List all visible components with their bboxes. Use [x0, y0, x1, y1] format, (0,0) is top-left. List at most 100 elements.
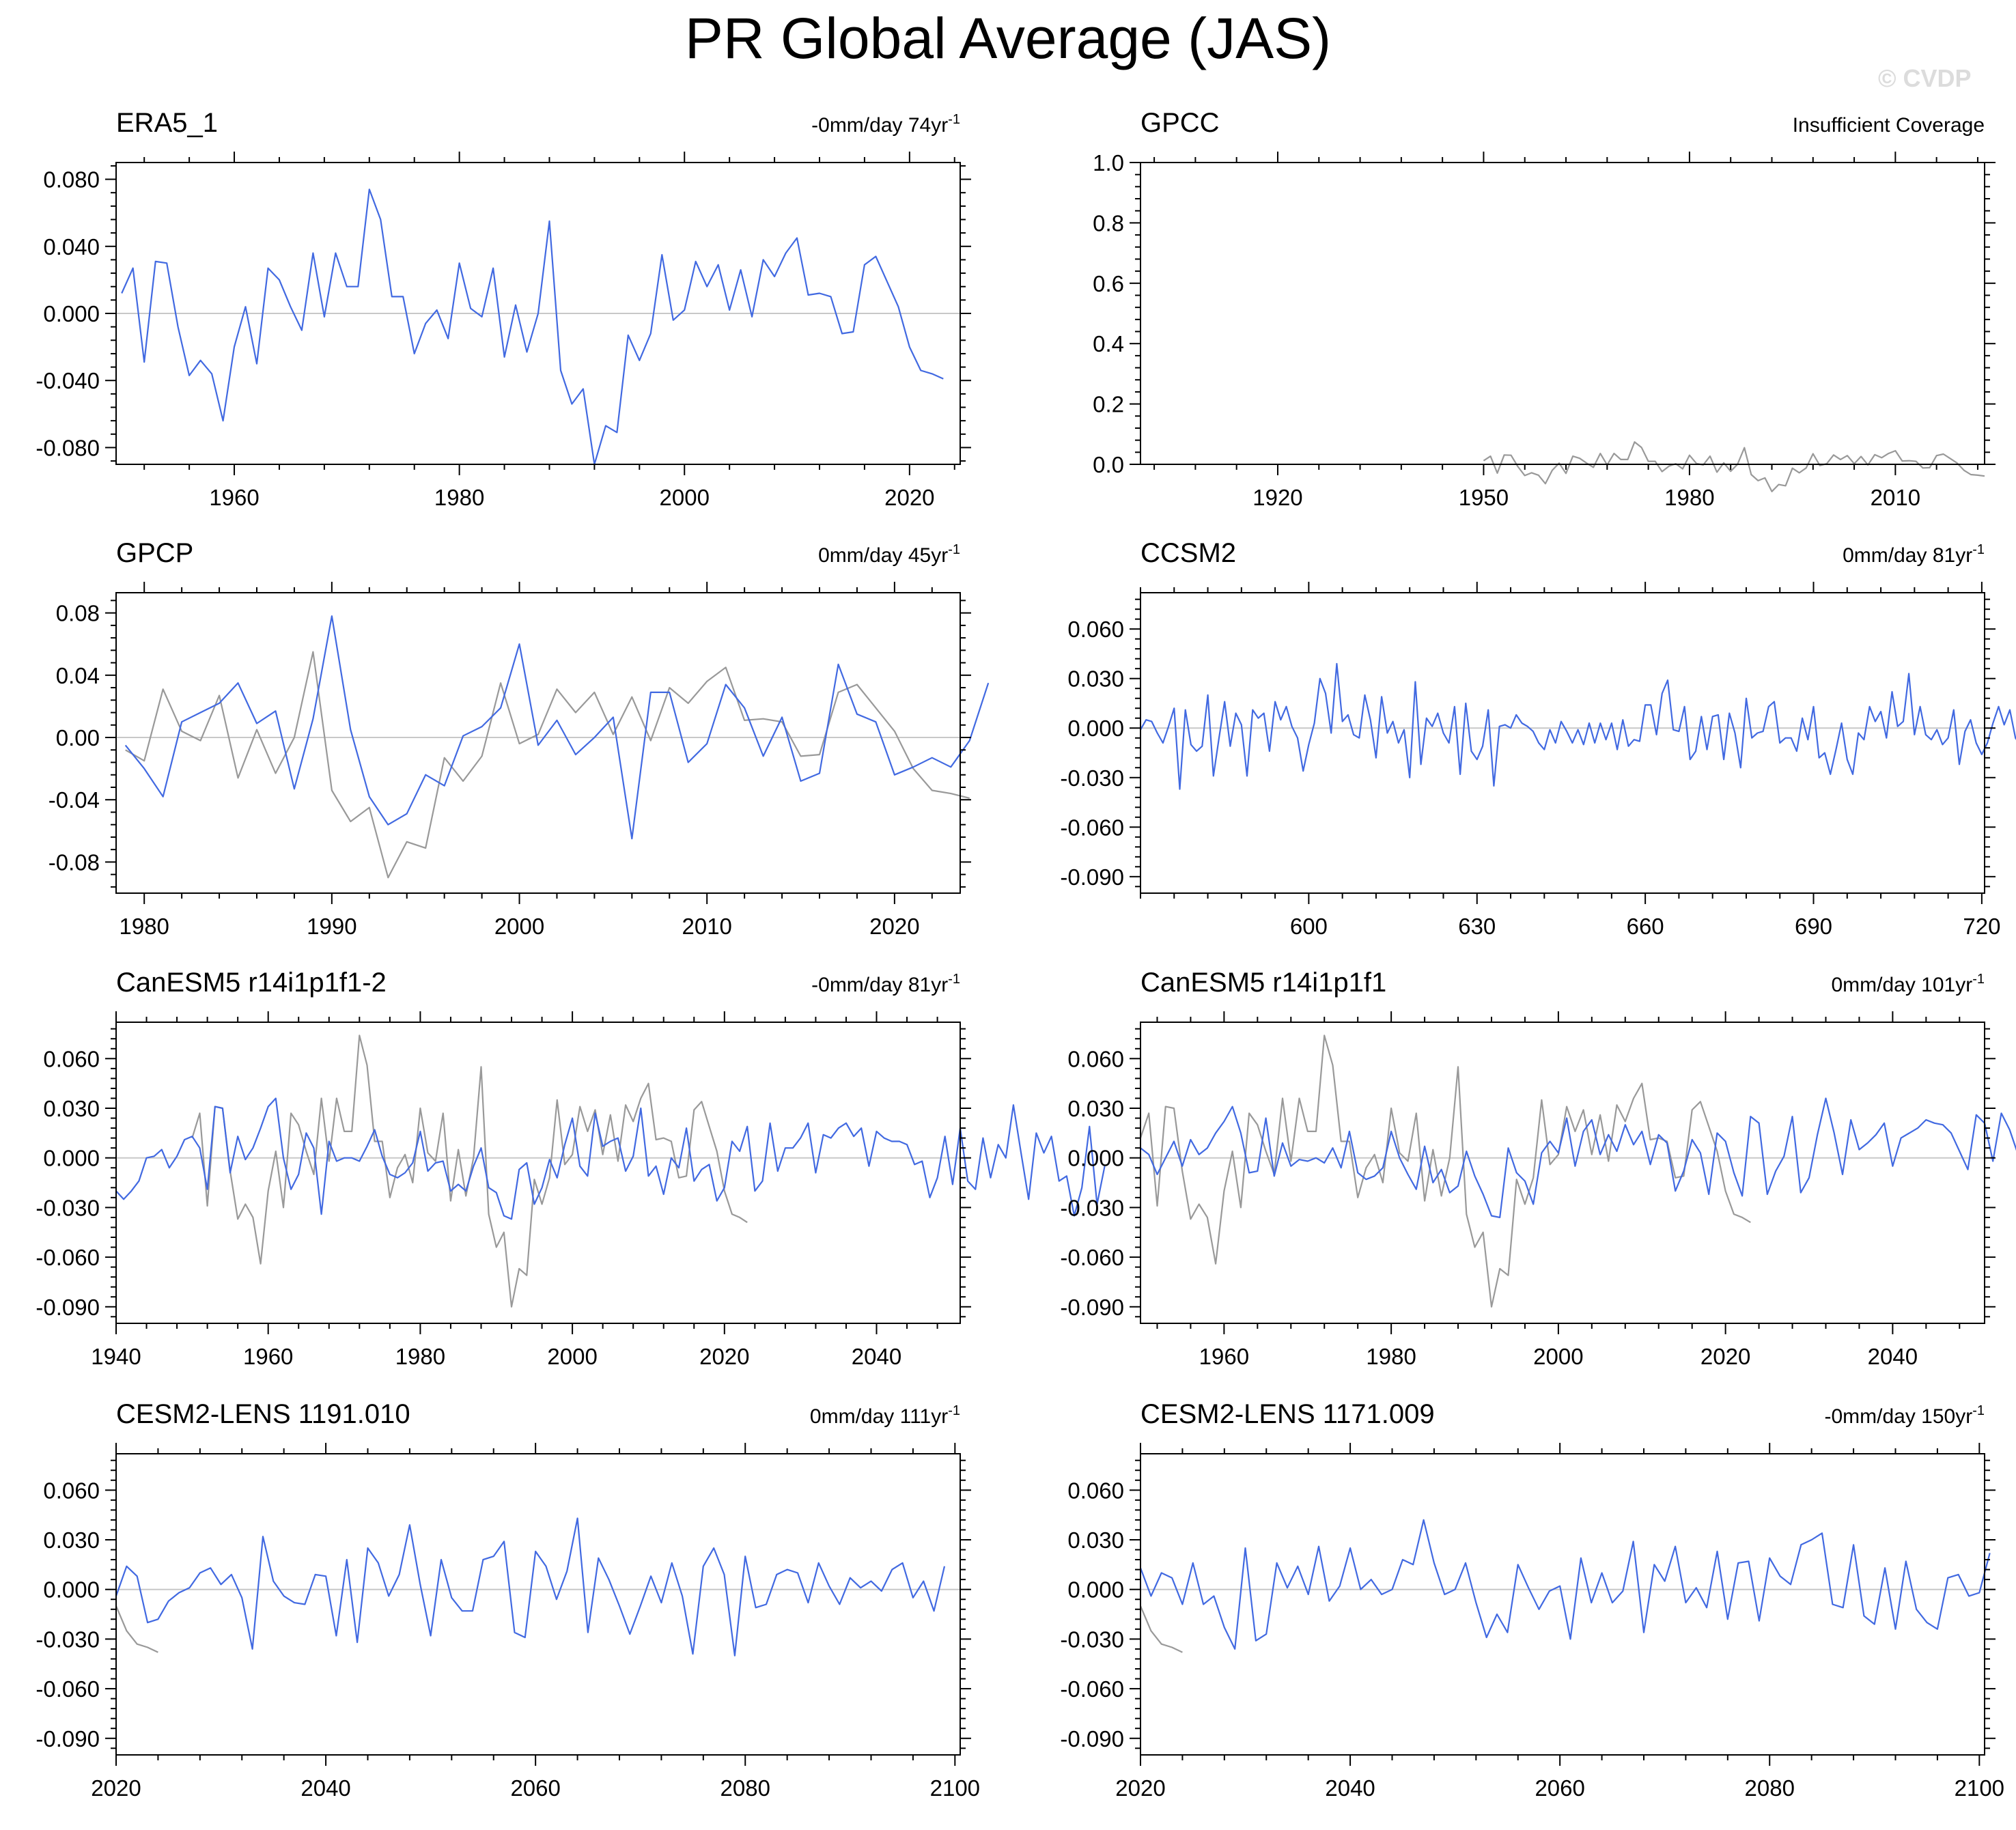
x-tick-label: 2010 [682, 914, 731, 939]
x-tick-label: 2020 [91, 1775, 141, 1801]
y-tick-label: 0.04 [56, 663, 100, 688]
x-tick-label: 1980 [434, 485, 484, 510]
y-tick-label: 0.060 [1067, 1478, 1124, 1503]
y-tick-label: -0.030 [36, 1627, 100, 1652]
panel-gpcp: -0.08 -0.04 0.00 0.04 0.08 1980 1990 2000 2010 20… [48, 538, 990, 939]
panel-canesm5: -0.090 -0.060 -0.030 0.000 0.030 0.060 1960 198… [1060, 968, 2016, 1369]
y-tick-label: 1.0 [1093, 150, 1124, 175]
panel-trend: -0mm/day 150yr-1 [1824, 1403, 1985, 1428]
y-tick-label: -0.060 [36, 1676, 100, 1702]
panel-trend: 0mm/day 101yr-1 [1831, 972, 1985, 996]
y-tick-label: 0.2 [1093, 392, 1124, 417]
x-tick-label: 2020 [884, 485, 934, 510]
page-title: PR Global Average (JAS) [684, 6, 1332, 70]
y-tick-label: -0.08 [48, 849, 100, 875]
panel-title: CanESM5 r14i1p1f1-2 [116, 968, 387, 998]
plot-frame [1140, 162, 1985, 465]
y-tick-label: -0.060 [1060, 1245, 1124, 1270]
x-tick-label: 1950 [1459, 485, 1509, 510]
y-tick-label: 0.030 [1067, 1528, 1124, 1553]
x-tick-label: 690 [1795, 914, 1832, 939]
series-line-model [124, 615, 990, 840]
x-tick-label: 2020 [1700, 1344, 1750, 1369]
panel-title: ERA5_1 [116, 108, 218, 138]
x-tick-label: 2040 [300, 1775, 350, 1801]
y-tick-label: 0.00 [56, 725, 100, 750]
y-tick-label: 0.080 [43, 167, 100, 193]
x-tick-label: 1960 [243, 1344, 293, 1369]
y-tick-label: -0.090 [1060, 1726, 1124, 1751]
x-tick-label: 2040 [1868, 1344, 1918, 1369]
series-line-obs [1139, 1605, 1183, 1653]
x-tick-label: 1980 [119, 914, 169, 939]
series-line-obs [191, 1034, 748, 1308]
y-tick-label: 0.000 [43, 1146, 100, 1171]
x-tick-label: 2060 [510, 1775, 560, 1801]
x-tick-label: 630 [1458, 914, 1496, 939]
x-tick-label: 1920 [1252, 485, 1302, 510]
x-tick-label: 1980 [395, 1344, 445, 1369]
y-tick-label: 0.4 [1093, 331, 1124, 356]
x-tick-label: 1960 [209, 485, 259, 510]
y-tick-label: 0.030 [1067, 1096, 1124, 1121]
x-tick-label: 2010 [1871, 485, 1920, 510]
watermark: © CVDP [1878, 64, 1972, 92]
x-tick-label: 2100 [1955, 1775, 2004, 1801]
series-line-obs [115, 1605, 158, 1653]
panel-title: GPCC [1140, 108, 1220, 138]
x-tick-label: 1940 [91, 1344, 141, 1369]
panel-trend: 0mm/day 111yr-1 [810, 1403, 960, 1428]
y-tick-label: -0.090 [1060, 864, 1124, 890]
series-line-obs [1483, 441, 1985, 492]
panel-title: GPCP [116, 538, 193, 568]
panel-title: CESM2-LENS 1171.009 [1140, 1399, 1435, 1429]
y-tick-label: -0.030 [1060, 765, 1124, 791]
y-tick-label: -0.04 [48, 787, 100, 813]
series-line-obs [1139, 1034, 1751, 1308]
x-tick-label: 2040 [1325, 1775, 1375, 1801]
panel-ccsm2: -0.090 -0.060 -0.030 0.000 0.030 0.060 600 630 6… [1060, 538, 2016, 939]
y-tick-label: -0.090 [36, 1726, 100, 1751]
x-tick-label: 1980 [1664, 485, 1714, 510]
x-tick-label: 2020 [869, 914, 919, 939]
panel-title: CCSM2 [1140, 538, 1236, 568]
y-tick-label: 0.000 [43, 1577, 100, 1603]
y-tick-label: -0.090 [36, 1295, 100, 1320]
x-tick-label: 2020 [699, 1344, 749, 1369]
series-line-model [1140, 662, 2016, 790]
plot-frame [1140, 1022, 1985, 1324]
plot-frame [115, 1453, 961, 1756]
panel-era5: -0.080 -0.040 0.000 0.040 0.080 1960 1980 2000 2… [36, 108, 971, 510]
panel-trend: -0mm/day 74yr-1 [811, 112, 960, 137]
panel-canesm5-2: -0.090 -0.060 -0.030 0.000 0.030 0.060 1940 196… [36, 968, 1106, 1369]
y-tick-label: 0.6 [1093, 271, 1124, 296]
x-tick-label: 2060 [1535, 1775, 1584, 1801]
series-line-model [115, 1097, 1106, 1220]
x-tick-label: 2000 [494, 914, 544, 939]
y-tick-label: -0.090 [1060, 1295, 1124, 1320]
panel-cesm2-1171: -0.090 -0.060 -0.030 0.000 0.030 0.060 2020 204… [1060, 1399, 2004, 1801]
panel-trend: 0mm/day 45yr-1 [818, 542, 960, 567]
plot-frame [1140, 1453, 1985, 1756]
panel-title: CanESM5 r14i1p1f1 [1140, 968, 1386, 998]
y-tick-label: 0.08 [56, 601, 100, 626]
y-tick-label: 0.030 [1067, 666, 1124, 692]
x-tick-label: 2000 [660, 485, 710, 510]
y-tick-label: 0.000 [43, 301, 100, 326]
y-tick-label: 0.000 [1067, 1146, 1124, 1171]
y-tick-label: 0.060 [43, 1046, 100, 1071]
series-line-model [115, 1517, 946, 1657]
panel-cesm2-1191: -0.090 -0.060 -0.030 0.000 0.030 0.060 2020 204… [36, 1399, 980, 1801]
y-tick-label: -0.080 [36, 435, 100, 460]
y-tick-label: 0.0 [1093, 452, 1124, 477]
x-tick-label: 600 [1290, 914, 1328, 939]
x-tick-label: 2020 [1115, 1775, 1165, 1801]
panel-trend: Insufficient Coverage [1793, 114, 1985, 137]
y-tick-label: 0.000 [1067, 716, 1124, 741]
y-tick-label: -0.060 [1060, 1676, 1124, 1702]
x-tick-label: 2100 [930, 1775, 980, 1801]
panel-trend: 0mm/day 81yr-1 [1843, 542, 1985, 567]
x-tick-label: 1960 [1199, 1344, 1249, 1369]
y-tick-label: 0.040 [43, 234, 100, 259]
